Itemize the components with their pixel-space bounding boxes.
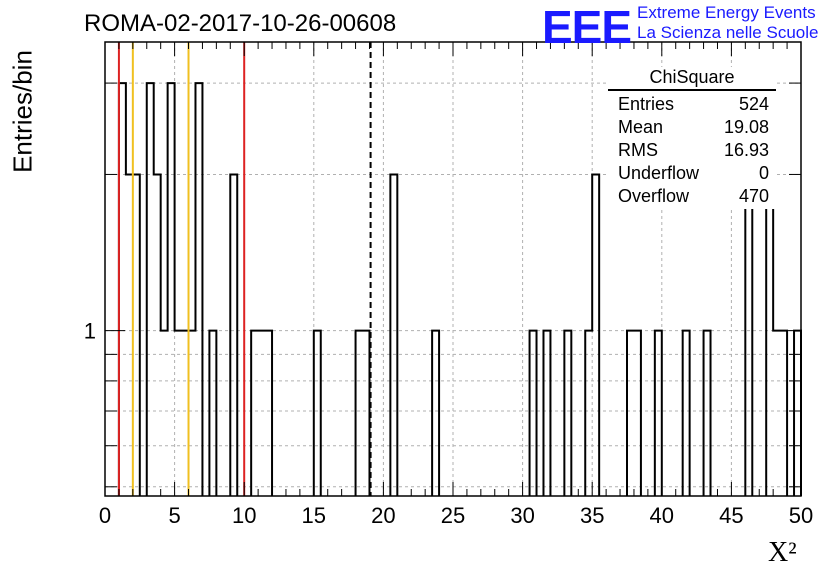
stats-row: RMS 16.93 (608, 140, 776, 163)
axes (104, 41, 802, 497)
x-tick-label: 20 (371, 503, 395, 528)
stats-label: RMS (618, 140, 658, 160)
chart-title: ROMA-02-2017-10-26-00608 (84, 10, 397, 37)
x-tick-label: 25 (441, 503, 465, 528)
logo-line-1: Extreme Energy Events (637, 3, 816, 22)
x-tick-label: 40 (650, 503, 674, 528)
histogram-bin (683, 331, 690, 496)
stats-label: Entries (618, 94, 675, 114)
stats-row: Entries 524 (608, 94, 776, 117)
histogram-bin (432, 331, 439, 496)
x-tick-label: 5 (168, 503, 180, 528)
stats-label: Overflow (618, 186, 690, 206)
stats-label: Mean (618, 117, 664, 137)
histogram-bin (390, 174, 397, 496)
histogram-bin (543, 331, 550, 496)
histogram-bin (119, 83, 126, 496)
y-tick-label: 1 (84, 319, 96, 344)
eee-logo: EEE (542, 1, 632, 53)
stats-label: Underflow (618, 163, 700, 183)
stats-value: 524 (738, 94, 769, 114)
histogram-bin (147, 83, 154, 496)
histogram-bin (168, 83, 175, 496)
logo-caption: Extreme Energy Events La Scienza nelle S… (637, 3, 818, 43)
stats-row: Overflow 470 (608, 186, 776, 209)
x-tick-labels: 0 5 10 15 20 25 30 35 40 45 50 (99, 503, 813, 528)
histogram-bin (161, 331, 168, 496)
histogram-bin (592, 174, 599, 496)
x-tick-label: 15 (302, 503, 326, 528)
stats-box: ChiSquare Entries 524 Mean 19.08 RMS 16.93 … (608, 67, 776, 209)
x-tick-label: 0 (99, 503, 111, 528)
histogram-bin (251, 331, 272, 496)
stats-value: 470 (738, 186, 769, 206)
histogram-bin (773, 331, 787, 496)
histogram-bin (175, 331, 196, 496)
x-axis-label-text: X² (768, 537, 797, 568)
histogram-bin (356, 331, 370, 496)
stats-row: Mean 19.08 (608, 117, 776, 140)
reference-lines (117, 42, 372, 496)
histogram-bin (314, 331, 321, 496)
histogram-bin (564, 331, 571, 496)
histogram-bin (230, 174, 237, 496)
histogram-bin (704, 331, 711, 496)
histogram-bin (154, 174, 161, 496)
x-axis-label: X² (768, 537, 797, 569)
histogram-bin (530, 331, 537, 496)
logo-line-2: La Scienza nelle Scuole (637, 23, 819, 42)
x-tick-label: 45 (719, 503, 743, 528)
stats-value: 19.08 (723, 117, 769, 137)
histogram-bin (627, 331, 641, 496)
y-tick-labels: 1 (84, 319, 96, 344)
x-tick-label: 35 (580, 503, 604, 528)
histogram-bin (745, 174, 752, 496)
stats-value: 0 (758, 163, 769, 183)
histogram-bin (195, 83, 202, 496)
histogram-bin (794, 331, 801, 496)
stats-title: ChiSquare (608, 67, 776, 91)
y-axis-label: Entries/bin (7, 50, 38, 173)
histogram-bin (585, 331, 592, 496)
x-tick-label: 10 (232, 503, 256, 528)
x-tick-label: 50 (789, 503, 813, 528)
stats-value: 16.93 (723, 140, 769, 160)
histogram-bin (655, 331, 662, 496)
stats-row: Underflow 0 (608, 163, 776, 186)
histogram-bin (209, 331, 216, 496)
x-tick-label: 30 (510, 503, 534, 528)
